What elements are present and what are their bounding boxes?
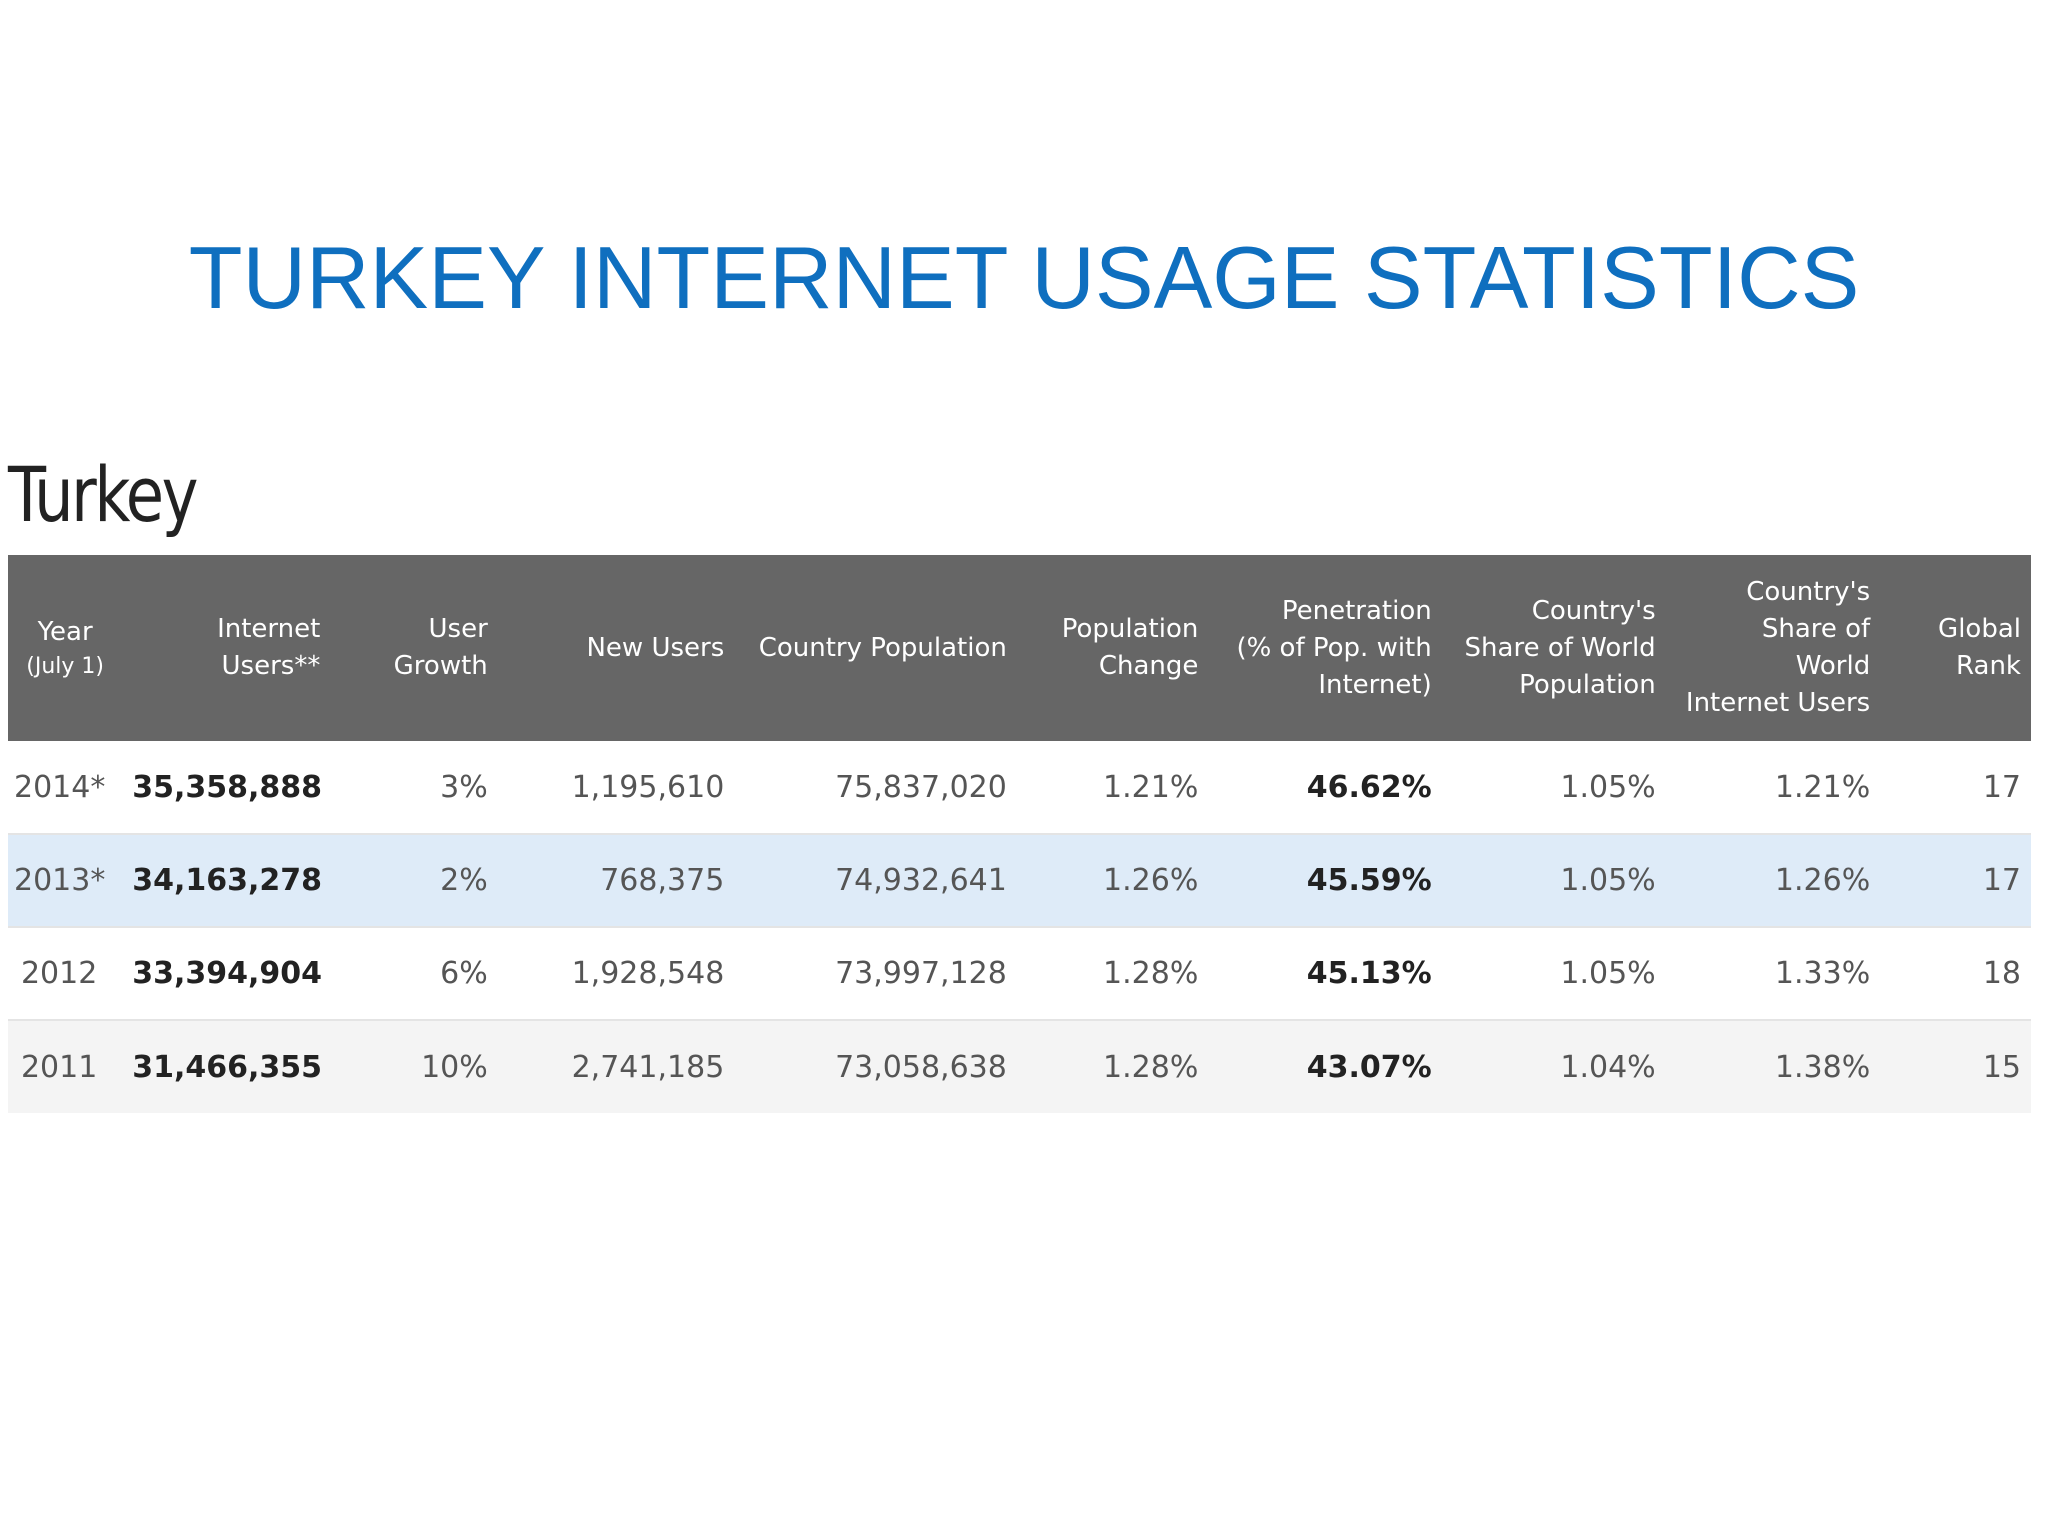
cell-year: 2011 (20, 1049, 98, 1085)
cell-global-rank: 15 (1982, 1049, 2021, 1085)
header-year-label: Year (37, 616, 93, 647)
cell-internet-users: 35,358,888 (132, 769, 323, 805)
cell-penetration: 45.13% (1306, 956, 1432, 991)
cell-penetration: 43.07% (1306, 1049, 1432, 1085)
table-row: 2014* 35,358,888 3% 1,195,610 75,837,020… (8, 741, 2031, 834)
cell-share-world-internet-users: 1.21% (1774, 769, 1871, 805)
cell-share-world-internet-users: 1.33% (1774, 956, 1871, 991)
header-year-sub: (July 1) (26, 653, 104, 679)
header-country-population: Country Population (758, 632, 1007, 663)
country-heading: Turkey (8, 450, 199, 539)
cell-new-users: 2,741,185 (571, 1049, 725, 1085)
cell-global-rank: 17 (1982, 863, 2021, 898)
cell-global-rank: 17 (1982, 769, 2021, 805)
cell-year: 2013* (14, 863, 106, 898)
cell-year: 2014* (14, 769, 106, 805)
cell-share-world-population: 1.05% (1560, 769, 1656, 805)
cell-global-rank: 18 (1982, 956, 2021, 991)
cell-user-growth: 6% (440, 956, 488, 991)
cell-population-change: 1.26% (1103, 863, 1199, 898)
cell-country-population: 74,932,641 (835, 863, 1007, 898)
header-penetration: Penetration (% of Pop. with Internet) (1236, 595, 1432, 700)
header-share-world-internet-users: Country's Share of World Internet Users (1685, 577, 1871, 718)
header-year: Year (July 1) (8, 555, 126, 741)
cell-population-change: 1.28% (1103, 956, 1199, 991)
table-row: 2011 31,466,355 10% 2,741,185 73,058,638… (8, 1020, 2031, 1113)
header-user-growth: User Growth (393, 614, 488, 681)
cell-share-world-internet-users: 1.38% (1774, 1049, 1871, 1085)
header-share-world-population: Country's Share of World Population (1464, 595, 1656, 700)
cell-population-change: 1.21% (1103, 769, 1199, 805)
header-internet-users: Internet Users** (217, 614, 321, 681)
cell-user-growth: 10% (421, 1049, 488, 1085)
cell-penetration: 46.62% (1306, 769, 1432, 805)
cell-country-population: 73,058,638 (835, 1049, 1007, 1085)
header-population-change: Population Change (1061, 614, 1199, 681)
cell-share-world-internet-users: 1.26% (1774, 863, 1871, 898)
header-global-rank: Global Rank (1938, 614, 2021, 681)
cell-country-population: 73,997,128 (835, 956, 1007, 991)
slide-title: TURKEY INTERNET USAGE STATISTICS (188, 228, 1860, 327)
cell-new-users: 768,375 (600, 863, 725, 898)
cell-penetration: 45.59% (1306, 863, 1432, 898)
cell-share-world-population: 1.05% (1560, 863, 1656, 898)
cell-population-change: 1.28% (1103, 1049, 1199, 1085)
cell-internet-users: 31,466,355 (132, 1049, 323, 1085)
table-row: 2012 33,394,904 6% 1,928,548 73,997,128 … (8, 927, 2031, 1020)
cell-country-population: 75,837,020 (835, 769, 1007, 805)
table-row: 2013* 34,163,278 2% 768,375 74,932,641 1… (8, 834, 2031, 927)
cell-internet-users: 34,163,278 (132, 863, 323, 898)
cell-user-growth: 3% (440, 769, 488, 805)
internet-usage-table: Year (July 1) Internet Users** User Grow… (8, 555, 2031, 1113)
cell-share-world-population: 1.05% (1560, 956, 1656, 991)
cell-internet-users: 33,394,904 (132, 956, 323, 991)
cell-new-users: 1,928,548 (571, 956, 725, 991)
table-header-row: Year (July 1) Internet Users** User Grow… (8, 555, 2031, 741)
header-new-users: New Users (586, 632, 725, 663)
cell-new-users: 1,195,610 (571, 769, 725, 805)
cell-share-world-population: 1.04% (1560, 1049, 1656, 1085)
cell-year: 2012 (20, 956, 98, 991)
cell-user-growth: 2% (440, 863, 488, 898)
